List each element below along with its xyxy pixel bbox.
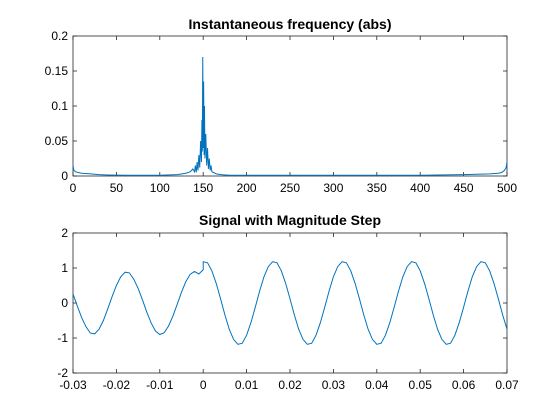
y-tick-label: -2 <box>57 366 68 380</box>
x-tick-label: 200 <box>237 181 257 195</box>
chart-title: Signal with Magnitude Step <box>199 212 381 228</box>
x-tick-label: 50 <box>110 181 124 195</box>
series-line <box>72 261 508 345</box>
x-tick-label: -0.01 <box>146 378 174 392</box>
series-line <box>72 56 508 176</box>
y-tick-label: 0.1 <box>51 99 68 113</box>
x-tick-label: 0.03 <box>322 378 346 392</box>
x-tick-label: 0 <box>70 181 77 195</box>
x-tick-label: 0.02 <box>278 378 302 392</box>
x-tick-label: 150 <box>193 181 213 195</box>
x-tick-label: 350 <box>367 181 387 195</box>
y-tick-label: 1 <box>61 261 68 275</box>
x-tick-label: 0.04 <box>365 378 389 392</box>
y-tick-label: 0.05 <box>45 134 69 148</box>
x-tick-label: 0.06 <box>452 378 476 392</box>
y-tick-label: 0.2 <box>51 29 68 43</box>
x-tick-label: 250 <box>280 181 300 195</box>
subplot-instantaneous-frequency: Instantaneous frequency (abs) 0 50 100 150 2… <box>45 16 518 195</box>
x-tick-labels: 0 50 100 150 200 250 300 350 400 450 500 <box>70 181 518 195</box>
y-tick-label: 2 <box>61 226 68 240</box>
plot-area <box>72 35 508 177</box>
x-tick-labels: -0.03 -0.02 -0.01 0 0.01 0.02 0.03 0.04 0.05 0.06… <box>59 378 519 392</box>
plot-area <box>72 232 508 374</box>
axis-ticks <box>72 35 508 177</box>
x-tick-label: 100 <box>150 181 170 195</box>
x-tick-label: 500 <box>497 181 517 195</box>
subplot-magnitude-step: Signal with Magnitude Step -0.03 -0.02 -0.… <box>57 212 519 392</box>
x-tick-label: 0.01 <box>235 378 259 392</box>
y-tick-label: -1 <box>57 331 68 345</box>
y-tick-label: 0 <box>61 296 68 310</box>
axis-ticks <box>72 232 508 374</box>
chart-title: Instantaneous frequency (abs) <box>188 16 391 32</box>
x-tick-label: 0.05 <box>409 378 433 392</box>
y-tick-label: 0 <box>61 169 68 183</box>
y-tick-labels: 0 0.05 0.1 0.15 0.2 <box>45 29 69 183</box>
x-tick-label: -0.02 <box>103 378 131 392</box>
x-tick-label: 300 <box>323 181 343 195</box>
x-tick-label: 450 <box>454 181 474 195</box>
y-tick-label: 0.15 <box>45 64 69 78</box>
x-tick-label: 400 <box>410 181 430 195</box>
x-tick-label: 0.07 <box>495 378 519 392</box>
x-tick-label: -0.03 <box>59 378 87 392</box>
x-tick-label: 0 <box>200 378 207 392</box>
y-tick-labels: -2 -1 0 1 2 <box>57 226 68 380</box>
